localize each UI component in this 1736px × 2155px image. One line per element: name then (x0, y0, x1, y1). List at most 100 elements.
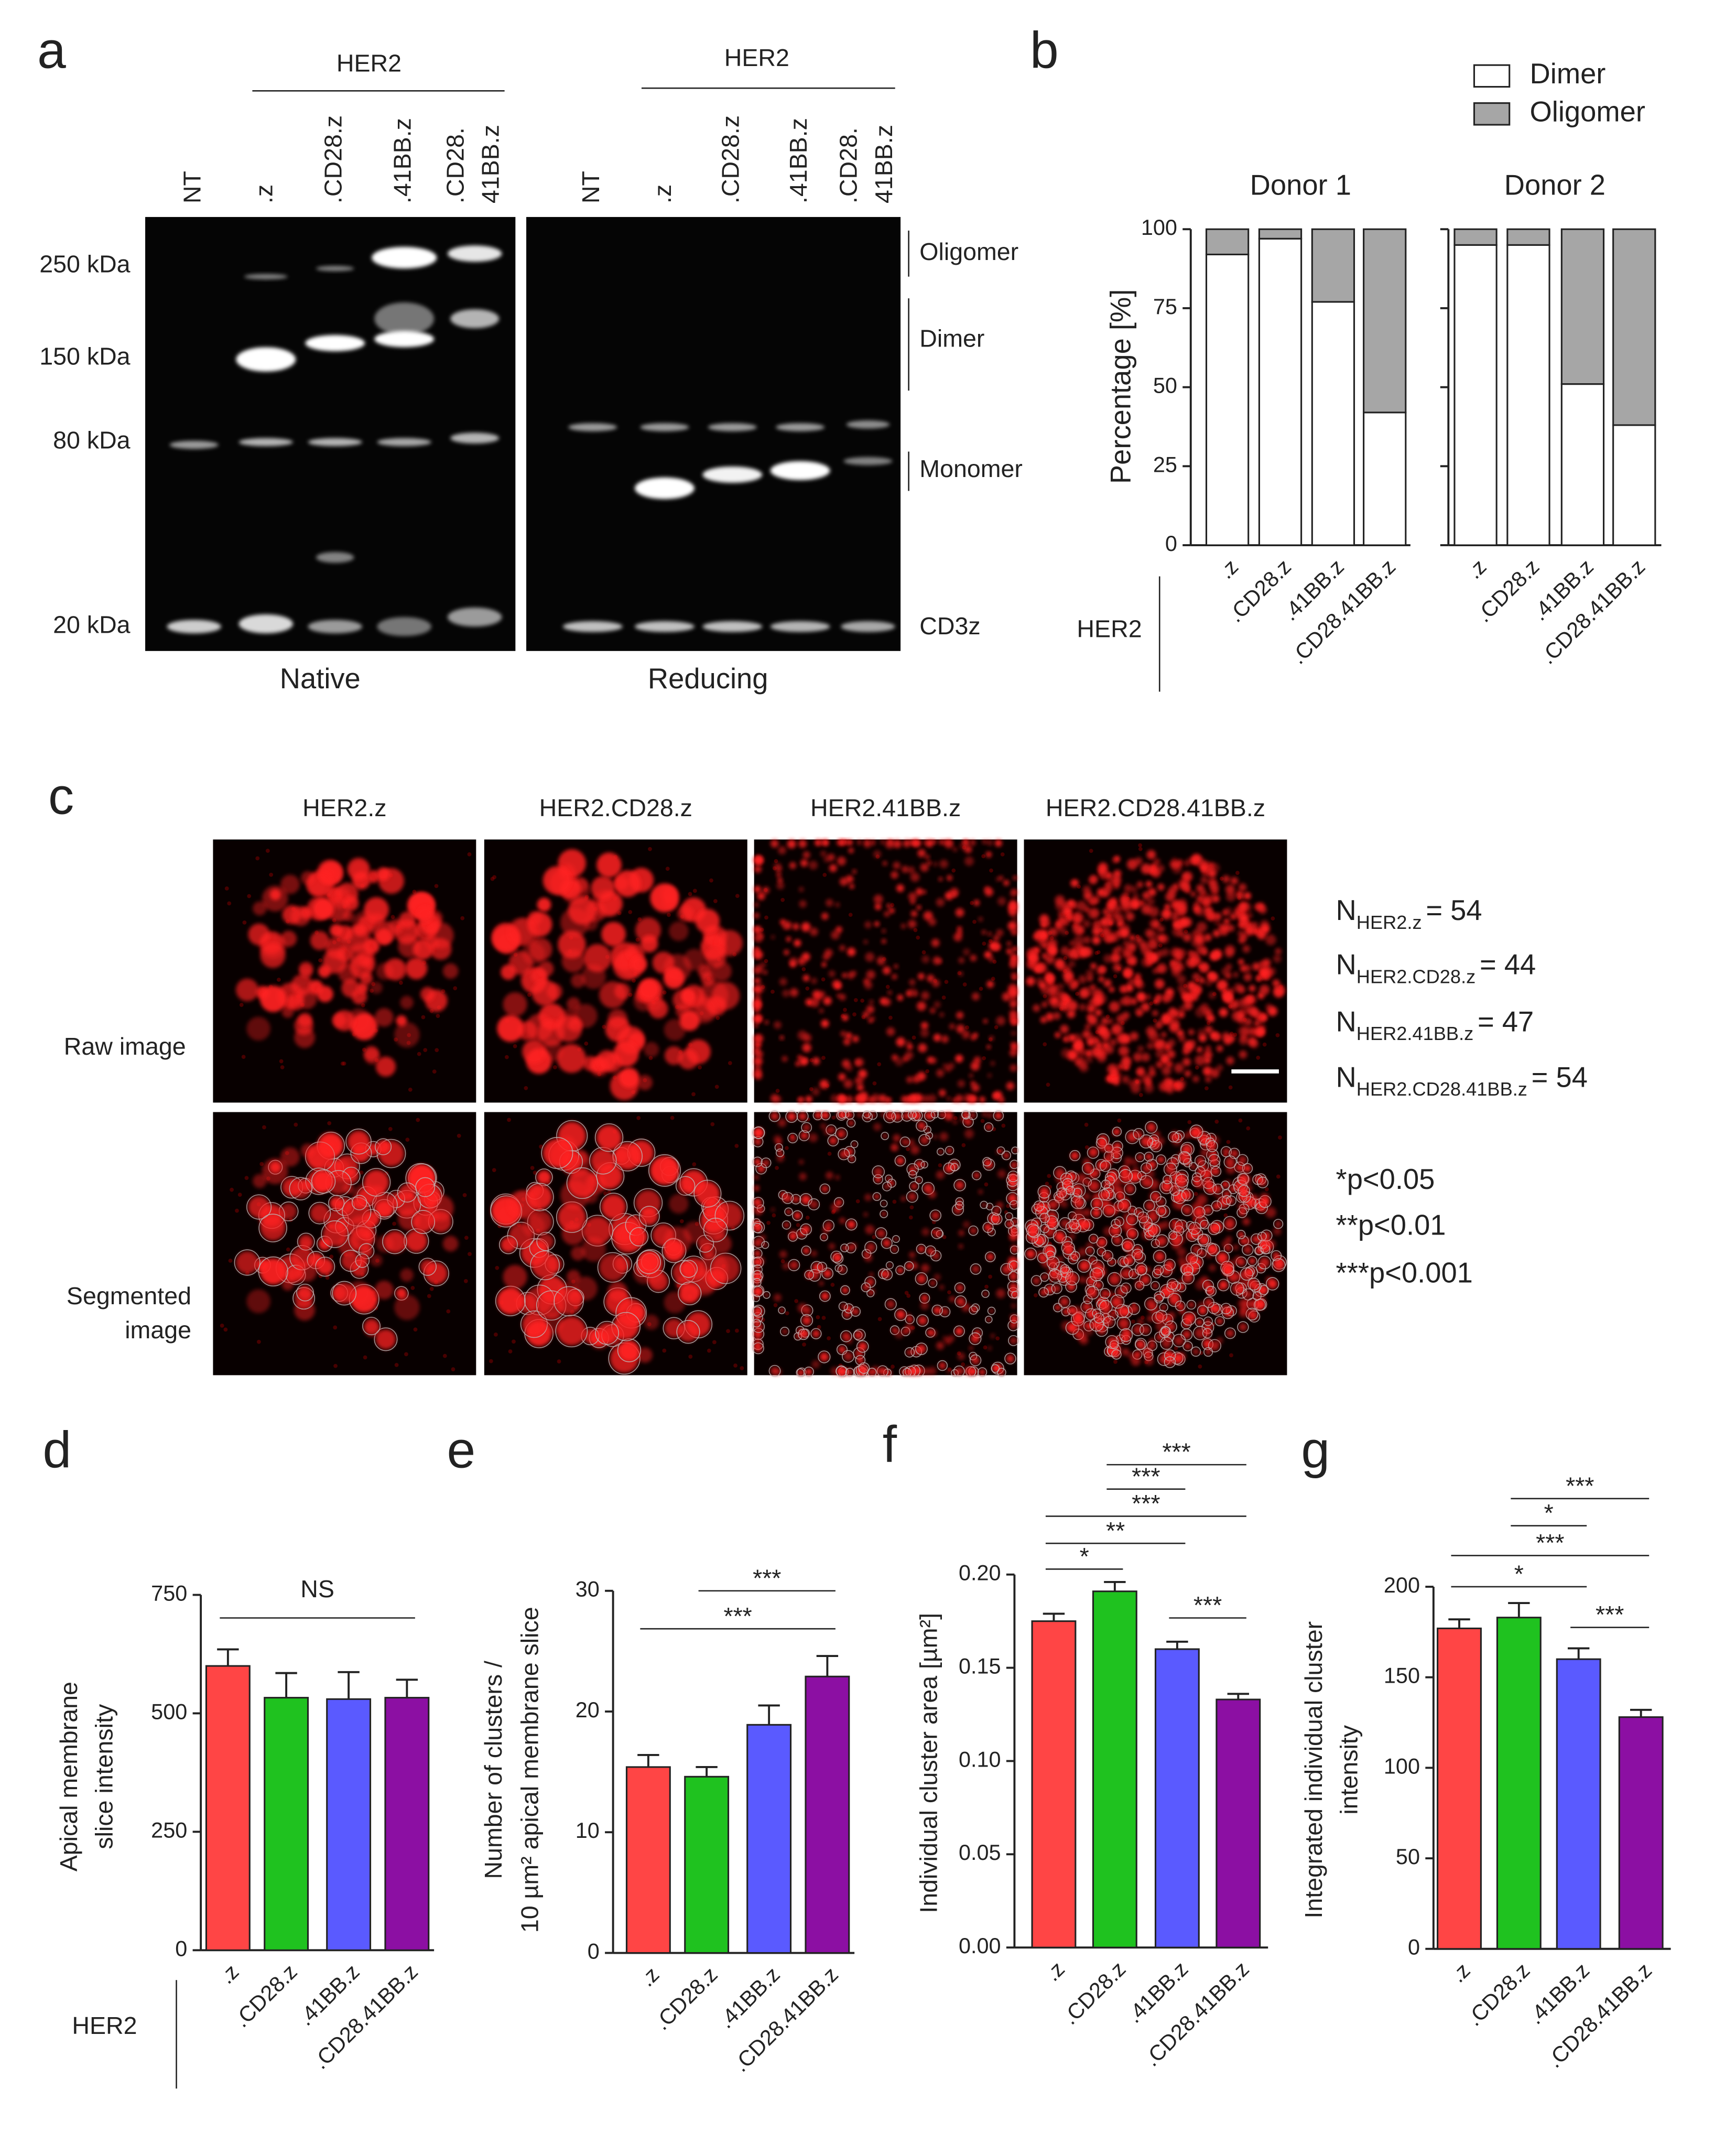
bar (1154, 1648, 1200, 1948)
signal (892, 1246, 897, 1252)
signal (1118, 1318, 1130, 1329)
segment-outline (836, 1366, 848, 1377)
signal (930, 1330, 937, 1337)
signal (952, 1119, 958, 1124)
signal (792, 1196, 799, 1203)
signal (522, 942, 545, 965)
signal (909, 839, 915, 845)
signal (1010, 1041, 1017, 1048)
segment-outline (703, 1218, 728, 1242)
signal (1201, 949, 1208, 955)
noise (1045, 1182, 1049, 1186)
segment-outline (678, 1281, 702, 1305)
signal (948, 1335, 955, 1342)
signal (831, 930, 840, 940)
signal (695, 1181, 720, 1206)
signal (1160, 1304, 1167, 1311)
segment-outline (908, 1170, 917, 1179)
signal (1234, 983, 1242, 992)
signal (1148, 1342, 1156, 1349)
y-tick-label: 50 (1396, 1845, 1420, 1869)
signal (800, 859, 808, 867)
signal (1127, 1215, 1137, 1224)
significance-label: *** (1194, 1591, 1222, 1619)
signal (591, 1149, 615, 1173)
signal (313, 1171, 334, 1192)
signal (1148, 1065, 1155, 1071)
signal (1067, 915, 1073, 921)
segment-outline (1257, 1231, 1267, 1241)
noise (405, 1138, 410, 1142)
noise (230, 1187, 234, 1192)
signal (1134, 1078, 1141, 1086)
signal (681, 1261, 696, 1276)
noise (775, 1166, 779, 1170)
signal (928, 917, 937, 926)
band-label: Monomer (919, 455, 1023, 482)
signal (1244, 1165, 1251, 1172)
signal (760, 961, 766, 968)
y-tick-label: 30 (576, 1577, 600, 1601)
signal (1007, 1194, 1017, 1204)
signal (1041, 953, 1048, 959)
signal (842, 1332, 851, 1341)
group-label: HER2 (72, 2012, 137, 2039)
signal (1234, 1255, 1242, 1264)
signal (1194, 1174, 1200, 1181)
segment-outline (953, 1365, 965, 1377)
segment-outline (1072, 1187, 1082, 1197)
signal (847, 839, 853, 846)
signal (1208, 913, 1214, 918)
segment-outline (895, 1265, 905, 1275)
segment-outline (555, 1315, 588, 1348)
signal (805, 1368, 812, 1376)
gel-band (374, 331, 435, 348)
n-count: NHER2.41BB.z = 47 (1336, 1006, 1534, 1044)
signal (1079, 988, 1089, 999)
signal (1219, 1280, 1228, 1290)
signal (1116, 1033, 1127, 1044)
segment-outline (1061, 1178, 1073, 1190)
signal (754, 1048, 760, 1053)
signal (909, 979, 916, 986)
signal (896, 1037, 906, 1047)
signal (908, 1192, 917, 1201)
signal (607, 1281, 628, 1302)
bar (1496, 1617, 1542, 1950)
gel-band (776, 423, 825, 431)
signal (1130, 885, 1138, 894)
signal (1146, 1169, 1155, 1178)
signal (1226, 1056, 1234, 1065)
signal (1006, 1081, 1015, 1090)
signal (1114, 1128, 1120, 1135)
segment-outline (1217, 1279, 1230, 1292)
segment-outline (1139, 1134, 1154, 1149)
gel-band (708, 423, 757, 431)
signal (1169, 860, 1178, 869)
signal (1007, 921, 1017, 931)
signal (1225, 1222, 1234, 1231)
segment-outline (530, 1250, 560, 1281)
noise (492, 875, 496, 880)
signal (1252, 962, 1261, 971)
signal (1228, 1272, 1239, 1282)
signal (847, 1369, 853, 1376)
segment-outline (985, 1203, 994, 1210)
signal (1087, 976, 1093, 982)
signal (910, 1145, 920, 1155)
signal (916, 905, 921, 910)
signal (1191, 1210, 1202, 1220)
signal (909, 1368, 917, 1376)
noise (507, 1118, 511, 1122)
signal (922, 1367, 930, 1376)
segment-outline (968, 1225, 979, 1236)
signal (613, 1041, 639, 1067)
signal (832, 1252, 841, 1261)
segment-outline (1163, 1175, 1173, 1185)
signal (1204, 1329, 1211, 1337)
signal (821, 1234, 827, 1240)
noise (416, 1118, 420, 1122)
bar-segment (1311, 301, 1355, 546)
signal (939, 859, 948, 869)
lane-label: 41BB.z (477, 125, 504, 203)
